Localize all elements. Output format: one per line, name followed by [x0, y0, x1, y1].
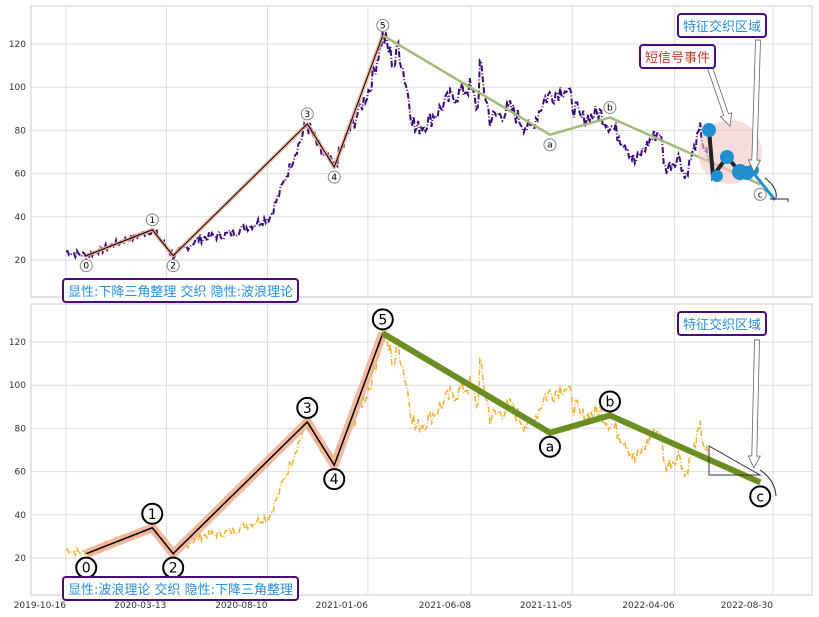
- signal-arrow: [707, 66, 733, 127]
- y-tick-label: 120: [9, 40, 26, 50]
- x-tick-label: 2021-11-05: [520, 601, 572, 611]
- wave-label-a: a: [547, 141, 553, 151]
- wave-marker-a: [538, 435, 561, 458]
- wave-label-1: 1: [148, 507, 157, 523]
- wave-label-3: 3: [303, 401, 312, 417]
- wave-marker-2: [166, 259, 180, 273]
- wave-marker-b: [598, 390, 621, 413]
- projection-arc: [764, 177, 777, 199]
- projection-line: [753, 174, 777, 201]
- x-tick-label: 2020-08-10: [215, 601, 268, 611]
- wave-label-c: c: [756, 489, 764, 505]
- price-line: [65, 29, 710, 263]
- bottom-zone-label: 特征交织区域: [677, 311, 768, 336]
- wave-label-4: 4: [331, 173, 337, 183]
- x-tick-label: 2019-10-16: [14, 601, 67, 611]
- y-tick-label: 80: [15, 424, 27, 434]
- wave-marker-3: [300, 107, 314, 121]
- wave-label-2: 2: [169, 561, 178, 577]
- wave-label-3: 3: [304, 110, 310, 120]
- y-tick-label: 100: [9, 83, 26, 93]
- x-tick-label: 2022-08-30: [721, 601, 774, 611]
- correction-wave-line: [381, 330, 762, 486]
- wave-label-b: b: [605, 394, 614, 410]
- x-tick-label: 2020-03-13: [114, 601, 166, 611]
- top-signal-label: 短信号事件: [639, 44, 717, 69]
- wave-marker-4: [327, 170, 341, 184]
- impulse-wave-line: [85, 333, 384, 555]
- y-tick-label: 100: [9, 381, 26, 391]
- y-tick-label: 20: [15, 256, 27, 266]
- wave-marker-1: [145, 213, 159, 227]
- plot-area-1: [30, 303, 813, 596]
- y-tick-label: 40: [15, 511, 27, 521]
- wave-label-0: 0: [83, 262, 89, 272]
- correction-wave-line: [382, 34, 761, 186]
- wave-marker-c: [749, 485, 772, 508]
- wave-label-a: a: [546, 440, 555, 456]
- wave-label-4: 4: [330, 472, 339, 488]
- top-pattern-label: 显性:下降三角整理 交织 隐性:波浪理论: [62, 278, 300, 303]
- wave-marker-c: [753, 187, 767, 201]
- projection-tick: [770, 198, 789, 202]
- zone-arrow: [747, 339, 761, 469]
- signal-event-dot: [711, 170, 723, 182]
- wave-label-1: 1: [149, 216, 155, 226]
- wave-marker-0: [79, 259, 93, 273]
- wave-label-0: 0: [82, 561, 91, 577]
- wave-marker-b: [603, 100, 617, 114]
- y-tick-label: 80: [15, 126, 27, 136]
- wave-label-b: b: [607, 103, 613, 113]
- triangle-pattern: [708, 445, 762, 476]
- y-tick-label: 60: [15, 468, 27, 478]
- top-zone-label: 特征交织区域: [677, 13, 768, 38]
- wave-label-5: 5: [378, 312, 387, 328]
- x-tick-label: 2021-01-06: [316, 601, 369, 611]
- x-tick-label: 2021-06-08: [419, 601, 472, 611]
- zone-arrow: [747, 39, 762, 173]
- signal-event-dot: [720, 150, 734, 164]
- wave-marker-a: [543, 138, 557, 152]
- wave-marker-4: [323, 468, 346, 491]
- y-tick-label: 60: [15, 170, 27, 180]
- wave-marker-5: [376, 18, 390, 32]
- y-tick-label: 20: [15, 554, 27, 564]
- wave-marker-1: [141, 502, 164, 525]
- impulse-wave-line: [86, 35, 384, 257]
- wave-marker-3: [296, 396, 319, 419]
- wave-label-2: 2: [170, 262, 176, 272]
- wave-label-c: c: [758, 190, 763, 200]
- bottom-pattern-label: 显性:波浪理论 交织 隐性:下降三角整理: [62, 576, 300, 601]
- y-tick-label: 120: [9, 338, 26, 348]
- x-tick-label: 2022-04-06: [622, 601, 675, 611]
- wave-label-5: 5: [380, 21, 386, 31]
- signal-event-dot: [702, 123, 716, 137]
- y-tick-label: 40: [15, 213, 27, 223]
- wave-marker-5: [371, 308, 394, 331]
- projection-arc: [759, 469, 777, 497]
